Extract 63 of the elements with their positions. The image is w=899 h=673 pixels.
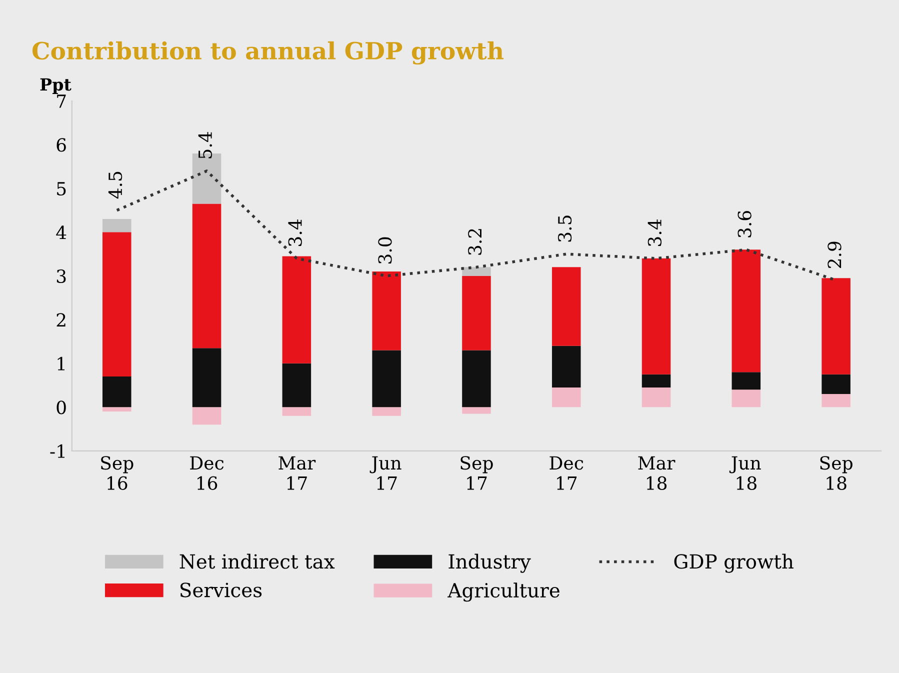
x-tick-label: Sep 18 <box>820 456 852 490</box>
x-tick-label: Mar 17 <box>278 456 316 490</box>
bar <box>552 267 581 346</box>
x-tick-label: Jun 18 <box>729 456 761 490</box>
x-tick-label: Dec 16 <box>190 456 224 490</box>
data-label: 3.6 <box>738 210 752 238</box>
y-tick-label: 6 <box>56 138 66 152</box>
bar <box>372 272 401 350</box>
data-label: 4.5 <box>108 172 122 199</box>
x-tick-label: Jun 17 <box>370 456 402 490</box>
x-tick-label: Sep 17 <box>460 456 493 490</box>
bar <box>192 348 222 408</box>
y-tick-label: 5 <box>57 182 66 196</box>
bar <box>732 390 761 408</box>
y-axis-title: Ppt <box>40 78 72 94</box>
bar <box>822 394 850 408</box>
data-label: 3.5 <box>558 216 572 242</box>
bar <box>372 350 401 408</box>
bar <box>102 407 132 412</box>
legend-label: Net indirect tax <box>180 554 335 569</box>
bar <box>372 407 401 416</box>
data-label: 3.0 <box>378 237 392 264</box>
bar <box>462 267 491 276</box>
legend-label: Agriculture <box>448 582 560 602</box>
bar <box>282 407 312 416</box>
bar <box>102 376 132 408</box>
bar <box>642 387 671 408</box>
bar <box>822 278 850 374</box>
legend-label: Services <box>180 582 262 598</box>
data-label: 3.4 <box>288 220 302 246</box>
x-tick-label: Dec 17 <box>550 456 584 490</box>
bar <box>552 387 581 408</box>
bar <box>192 407 222 425</box>
chart-title: Contribution to annual GDP growth <box>32 41 504 65</box>
bar <box>282 256 312 364</box>
y-tick-label: 1 <box>58 356 64 370</box>
x-tick-label: Mar 18 <box>638 456 676 490</box>
bar <box>462 407 491 414</box>
bar <box>732 372 761 390</box>
y-tick-label: 0 <box>56 400 66 414</box>
y-tick-label: 2 <box>56 313 66 327</box>
bar <box>192 204 222 348</box>
bar <box>552 346 581 388</box>
y-tick-label: 7 <box>57 94 66 108</box>
legend-label: GDP growth <box>674 554 794 573</box>
bar <box>462 276 491 350</box>
bar <box>102 232 132 377</box>
y-tick-label: 3 <box>56 269 66 284</box>
y-tick-label: -1 <box>50 444 64 458</box>
legend-label: Industry <box>448 554 531 573</box>
bar <box>282 363 312 408</box>
x-tick-label: Sep 16 <box>101 456 134 490</box>
data-label: 3.2 <box>468 229 482 255</box>
y-tick-label: 4 <box>56 226 66 240</box>
data-label: 3.4 <box>648 220 662 246</box>
bar <box>642 374 671 388</box>
data-label: 2.9 <box>828 242 842 268</box>
data-label: 5.4 <box>198 132 212 158</box>
bar <box>732 250 761 372</box>
bar <box>822 374 850 394</box>
bar <box>642 258 671 374</box>
bar <box>462 350 491 408</box>
bar <box>102 219 132 232</box>
